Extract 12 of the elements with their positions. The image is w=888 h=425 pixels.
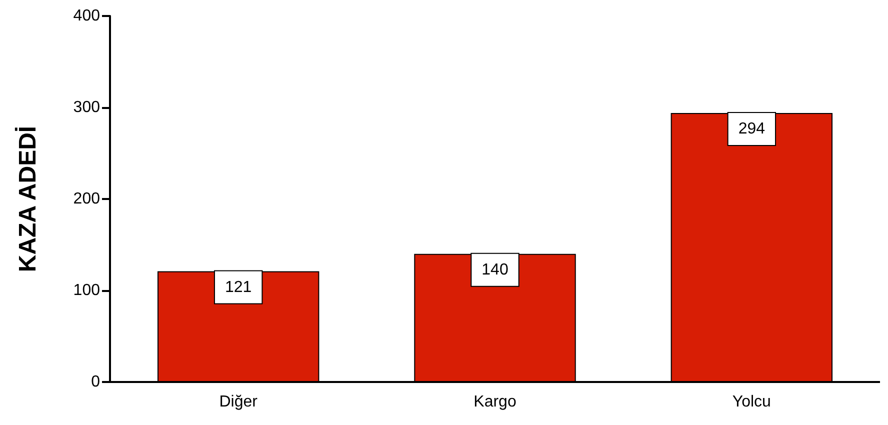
y-axis-title: KAZA ADEDİ [14, 126, 42, 272]
y-tick-label: 200 [73, 190, 100, 208]
y-tick-label: 400 [73, 8, 100, 24]
x-tick-label: Diğer [219, 394, 258, 410]
y-tick-label: 0 [91, 374, 100, 390]
data-label: 140 [482, 261, 508, 278]
y-tick-label: 100 [73, 282, 100, 299]
x-tick-label: Kargo [474, 394, 516, 410]
data-label: 121 [224, 278, 252, 296]
y-tick-label: 300 [73, 99, 100, 116]
data-label: 294 [738, 120, 766, 138]
x-tick-label: Yolcu [732, 394, 771, 410]
